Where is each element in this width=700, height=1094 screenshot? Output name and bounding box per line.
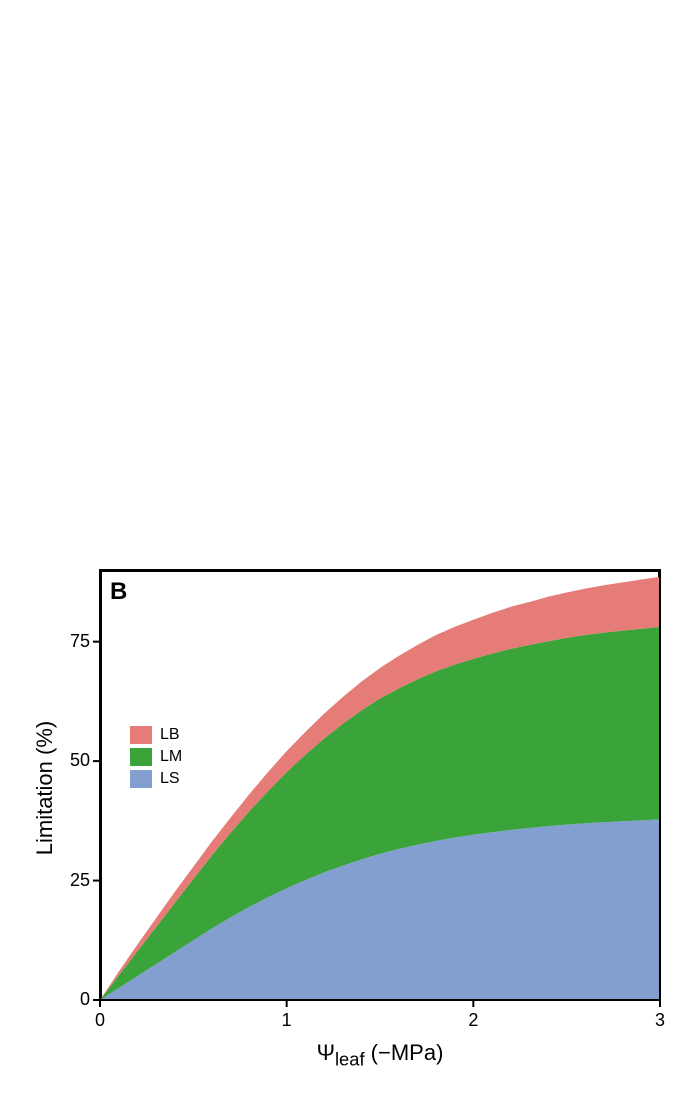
legend-item-LM: LM bbox=[130, 748, 182, 766]
panel-b: B Limitation (%) Ψleaf (−MPa) LBLMLS 025… bbox=[0, 0, 700, 1094]
panel-b-y-title: Limitation (%) bbox=[32, 698, 58, 878]
figure-container: A Relative limitation (%) Ψleaf (−MPa) l… bbox=[0, 0, 700, 1094]
panel-b-legend: LB LM LS bbox=[120, 720, 192, 798]
panel-b-ytick: 25 bbox=[50, 870, 90, 891]
panel-b-ytick: 0 bbox=[50, 989, 90, 1010]
panel-b-x-title: Ψleaf (−MPa) bbox=[100, 1040, 660, 1070]
panel-b-xtick: 0 bbox=[80, 1010, 120, 1031]
panel-b-label: B bbox=[110, 578, 127, 606]
panel-b-xtick: 3 bbox=[640, 1010, 680, 1031]
panel-b-ytick: 50 bbox=[50, 750, 90, 771]
panel-b-xtick: 1 bbox=[267, 1010, 307, 1031]
legend-label: LS bbox=[160, 770, 180, 788]
legend-label: LM bbox=[160, 748, 182, 766]
legend-swatch bbox=[130, 770, 152, 788]
legend-item-LS: LS bbox=[130, 770, 182, 788]
legend-swatch bbox=[130, 748, 152, 766]
legend-item-LB: LB bbox=[130, 726, 182, 744]
legend-swatch bbox=[130, 726, 152, 744]
panel-b-xtick: 2 bbox=[453, 1010, 493, 1031]
legend-label: LB bbox=[160, 726, 180, 744]
panel-b-ytick: 75 bbox=[50, 631, 90, 652]
